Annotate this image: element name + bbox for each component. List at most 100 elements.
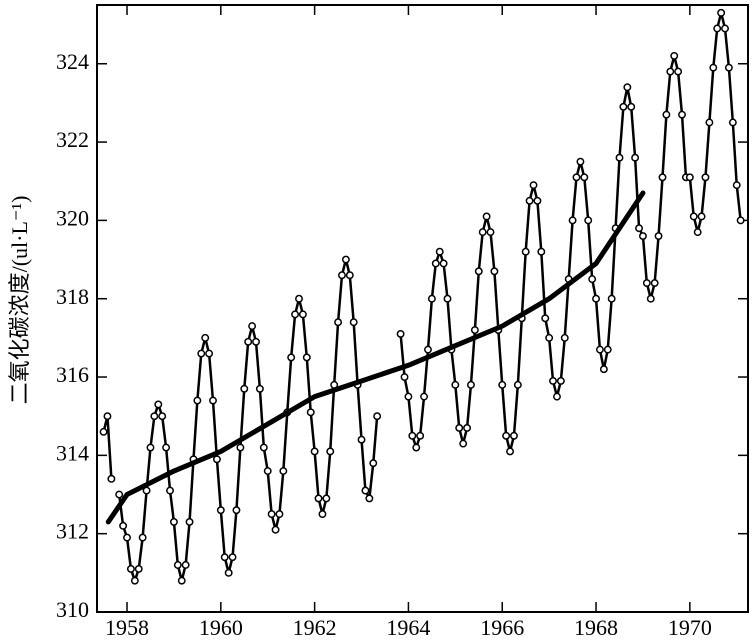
data-point xyxy=(318,510,327,519)
data-point xyxy=(435,247,444,256)
data-point xyxy=(717,8,726,17)
data-point xyxy=(158,412,167,421)
data-point xyxy=(545,333,554,342)
data-point xyxy=(533,196,542,205)
data-point xyxy=(463,423,472,432)
data-point xyxy=(267,510,276,519)
data-point xyxy=(181,561,190,569)
data-point xyxy=(615,153,624,162)
x-tick-label: 1968 xyxy=(574,615,618,640)
data-point xyxy=(549,376,557,385)
x-tick-label: 1960 xyxy=(199,615,243,640)
data-point xyxy=(216,506,225,515)
data-point xyxy=(224,568,233,577)
y-tick-label: 318 xyxy=(56,284,89,309)
data-point xyxy=(244,337,253,346)
data-point xyxy=(455,423,464,432)
data-point xyxy=(334,318,343,327)
data-point xyxy=(529,181,538,190)
data-point xyxy=(697,212,706,221)
data-point xyxy=(631,153,640,162)
data-point xyxy=(279,467,288,475)
data-point xyxy=(338,271,346,280)
data-point xyxy=(623,83,632,92)
data-point xyxy=(431,259,440,268)
data-point xyxy=(595,345,604,354)
data-point xyxy=(232,506,241,515)
data-point xyxy=(701,173,710,182)
data-point xyxy=(212,455,221,464)
data-point xyxy=(197,349,206,358)
y-tick-label: 312 xyxy=(56,519,89,544)
data-point xyxy=(506,447,515,456)
data-point xyxy=(287,353,296,362)
data-point xyxy=(466,380,475,389)
data-point xyxy=(263,467,272,475)
data-point xyxy=(134,564,143,573)
data-point xyxy=(553,392,561,401)
data-point xyxy=(275,510,284,519)
data-point xyxy=(627,102,636,111)
data-point xyxy=(502,431,511,440)
data-point xyxy=(310,447,319,456)
x-tick-label: 1966 xyxy=(480,615,524,640)
data-point xyxy=(728,118,737,127)
data-point xyxy=(513,380,522,389)
x-tick-label: 1958 xyxy=(105,615,149,640)
data-point xyxy=(556,376,565,385)
data-point xyxy=(420,392,428,401)
x-tick-label: 1970 xyxy=(668,615,712,640)
data-point xyxy=(400,373,409,381)
y-tick-label: 316 xyxy=(56,362,89,387)
data-point xyxy=(193,396,202,405)
data-point xyxy=(510,431,518,440)
data-point xyxy=(173,561,182,569)
data-point xyxy=(486,228,495,237)
data-point xyxy=(146,443,155,452)
data-point xyxy=(459,439,468,448)
data-point xyxy=(295,294,303,303)
y-tick-label: 314 xyxy=(56,440,89,465)
data-point xyxy=(576,157,585,166)
data-point xyxy=(416,431,425,440)
data-point xyxy=(498,380,507,389)
data-point xyxy=(603,345,612,354)
data-point xyxy=(732,181,741,190)
data-point xyxy=(705,118,714,127)
data-point xyxy=(130,576,139,585)
y-tick-label: 322 xyxy=(56,127,89,152)
data-point xyxy=(713,24,722,33)
y-tick-label: 320 xyxy=(56,205,89,230)
data-point xyxy=(322,494,331,503)
data-point xyxy=(349,318,358,327)
data-point xyxy=(588,275,597,284)
data-point xyxy=(521,247,530,256)
data-point xyxy=(404,392,413,401)
data-point xyxy=(560,333,569,342)
plot-frame xyxy=(96,4,749,613)
data-point xyxy=(103,412,112,421)
data-point xyxy=(412,443,421,452)
data-point xyxy=(205,349,214,358)
data-point xyxy=(666,67,675,76)
data-point xyxy=(302,353,311,362)
data-point xyxy=(580,173,589,182)
data-point xyxy=(670,51,679,60)
data-point xyxy=(291,310,300,319)
data-point xyxy=(177,576,186,585)
data-point xyxy=(642,279,651,287)
data-point xyxy=(154,400,163,409)
data-point xyxy=(424,345,432,354)
data-line xyxy=(102,11,742,582)
data-point xyxy=(451,380,460,389)
data-point xyxy=(271,525,280,534)
data-point xyxy=(107,474,116,483)
data-point xyxy=(709,63,718,72)
data-point xyxy=(201,333,210,342)
data-point xyxy=(525,196,534,205)
data-point xyxy=(169,517,178,526)
data-point xyxy=(138,533,147,542)
data-point xyxy=(162,443,171,452)
data-point xyxy=(658,173,667,182)
data-point xyxy=(650,279,659,287)
